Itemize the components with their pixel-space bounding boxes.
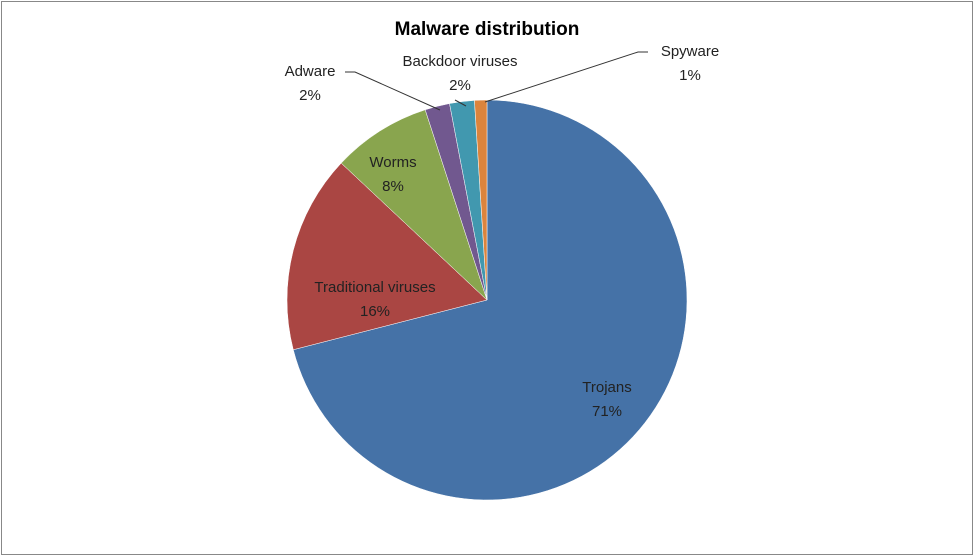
slice-label: Adware (285, 63, 336, 80)
slice-label: Trojans (582, 379, 631, 396)
slice-value-label: 1% (679, 67, 701, 84)
slice-value-label: 8% (382, 178, 404, 195)
pie (286, 99, 688, 501)
leader-line (484, 51, 648, 103)
leader-line (454, 99, 467, 107)
chart-title: Malware distribution (395, 19, 580, 40)
pie-slice (474, 99, 488, 301)
slice-label: Traditional viruses (314, 279, 435, 296)
slice-label: Worms (369, 154, 416, 171)
slice-value-label: 2% (299, 87, 321, 104)
pie-slice (292, 99, 688, 501)
slice-label: Spyware (661, 43, 719, 60)
slice-value-label: 2% (449, 77, 471, 94)
slice-label: Backdoor viruses (402, 53, 517, 70)
pie-slice (340, 109, 488, 301)
slice-value-label: 16% (360, 303, 390, 320)
pie-slice (286, 162, 488, 351)
slice-value-label: 71% (592, 403, 622, 420)
leader-line (345, 71, 441, 111)
